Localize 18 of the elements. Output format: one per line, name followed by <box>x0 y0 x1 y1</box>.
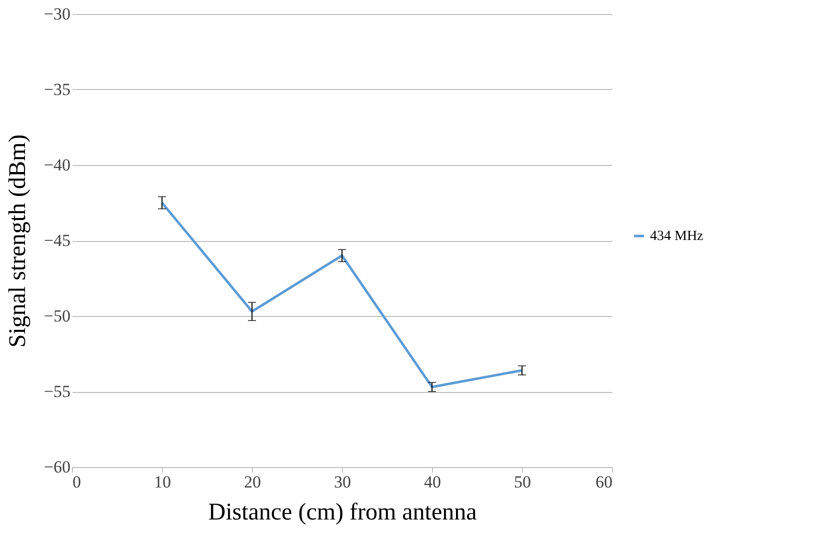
y-tick-label: −35 <box>44 80 70 99</box>
x-tick-label: 0 <box>72 472 81 492</box>
y-tick-label: −45 <box>44 231 70 250</box>
x-tick-label: 30 <box>334 472 351 492</box>
x-tick-label: 40 <box>424 472 441 492</box>
y-tick-label: −40 <box>44 156 70 174</box>
x-tick-label: 20 <box>244 472 261 492</box>
line-series <box>160 202 524 388</box>
x-tick-label: 50 <box>514 472 531 492</box>
y-tick-label: −50 <box>44 306 70 326</box>
x-tick-label: 10 <box>154 472 171 492</box>
x-tick-label: 60 <box>596 472 612 492</box>
y-tick-label: −60 <box>44 458 70 476</box>
y-axis-title: Signal strength (dBm) <box>4 134 31 348</box>
y-tick-label: −55 <box>44 382 70 401</box>
legend-label: 434 MHz <box>650 229 704 244</box>
y-tick-label: −30 <box>44 4 70 24</box>
x-axis-title: Distance (cm) from antenna <box>208 500 478 526</box>
